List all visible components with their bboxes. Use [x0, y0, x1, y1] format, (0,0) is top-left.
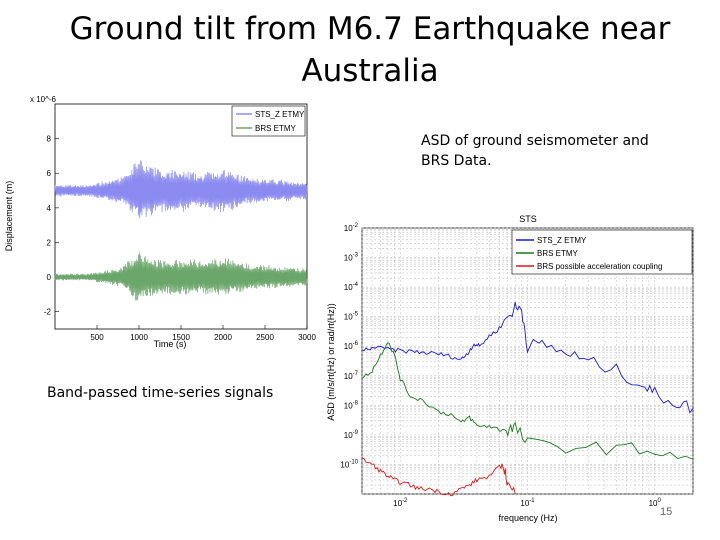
slide-number: 15 — [660, 506, 673, 518]
ts-x-tick-label: 1000 — [130, 333, 148, 342]
time-series-x-label: Time (s) — [154, 339, 187, 349]
asd-series-line-1 — [361, 342, 694, 460]
ts-y-tick-label: -2 — [44, 308, 52, 317]
asd-x-tick-label: 10-1 — [520, 498, 535, 508]
time-series-x-ticks: 500 1000 1500 2000 2500 3000 — [90, 325, 316, 342]
asd-legend-label-sts: STS_Z ETMY — [537, 236, 587, 245]
asd-y-label: ASD (m/s/rt(Hz) or rad/rt(Hz)) — [326, 303, 336, 421]
asd-y-tick-label: 10-5 — [344, 312, 359, 322]
asd-y-tick-label: 10-3 — [344, 253, 359, 263]
ts-y-tick-label: 6 — [47, 169, 52, 178]
asd-y-tick-label: 10-8 — [344, 400, 359, 410]
asd-y-tick-label: 10-2 — [344, 223, 359, 233]
asd-x-label: frequency (Hz) — [498, 513, 557, 523]
asd-legend-label-coupling: BRS possible acceleration coupling — [537, 262, 662, 271]
caption-asd: ASD of ground seismometer and BRS Data. — [421, 133, 649, 169]
slide-title: Ground tilt from M6.7 Earthquake near Au… — [69, 11, 671, 89]
time-series-axes-frame — [54, 103, 308, 330]
asd-series — [361, 302, 694, 497]
time-series-series — [54, 160, 308, 301]
asd-y-tick-label: 10-4 — [344, 282, 359, 292]
asd-y-tick-label: 10-7 — [344, 371, 359, 381]
ts-x-tick-label: 3000 — [298, 333, 316, 342]
ts-x-tick-label: 1500 — [172, 333, 190, 342]
asd-y-tick-label: 10-10 — [340, 459, 358, 469]
ts-x-tick-label: 2500 — [256, 333, 274, 342]
asd-series-line-2 — [361, 457, 516, 497]
asd-y-ticks: 10-2 10-3 10-4 10-5 10-6 10-7 10-8 10-9 10-10 — [340, 223, 358, 469]
ts-y-tick-label: 2 — [47, 238, 52, 247]
asd-plot: STS 10-2 10-3 10-4 10-5 10-6 10-7 10-8 10-9 10-1… — [326, 214, 694, 523]
ts-series-line-0 — [54, 160, 308, 219]
asd-x-tick-label: 10-2 — [393, 498, 408, 508]
time-series-y-label: Displacement (m) — [4, 181, 14, 252]
asd-x-ticks: 10-2 10-1 100 — [393, 498, 661, 508]
asd-legend-label-brs: BRS ETMY — [537, 249, 579, 258]
time-series-legend: STS_Z ETMY BRS ETMY — [231, 105, 306, 137]
ts-x-tick-label: 2000 — [214, 333, 232, 342]
ts-y-tick-label: 8 — [47, 135, 52, 144]
asd-legend: STS_Z ETMY BRS ETMY BRS possible acceler… — [511, 229, 693, 275]
ts-y-tick-label: 0 — [47, 273, 52, 282]
asd-y-tick-label: 10-6 — [344, 341, 359, 351]
legend-label-brs: BRS ETMY — [255, 124, 297, 133]
asd-title: STS — [519, 214, 537, 224]
caption-band: Band-passed time-series signals — [47, 385, 274, 401]
ts-series-line-1 — [54, 252, 308, 301]
asd-series-line-0 — [361, 302, 694, 414]
ts-y-tick-label: 4 — [47, 204, 52, 213]
ts-x-tick-label: 500 — [90, 333, 104, 342]
legend-label-sts: STS_Z ETMY — [255, 110, 305, 119]
asd-x-tick-label: 100 — [649, 498, 662, 508]
asd-y-tick-label: 10-9 — [344, 430, 359, 440]
time-series-y-multiplier: x 10^-6 — [30, 95, 57, 104]
